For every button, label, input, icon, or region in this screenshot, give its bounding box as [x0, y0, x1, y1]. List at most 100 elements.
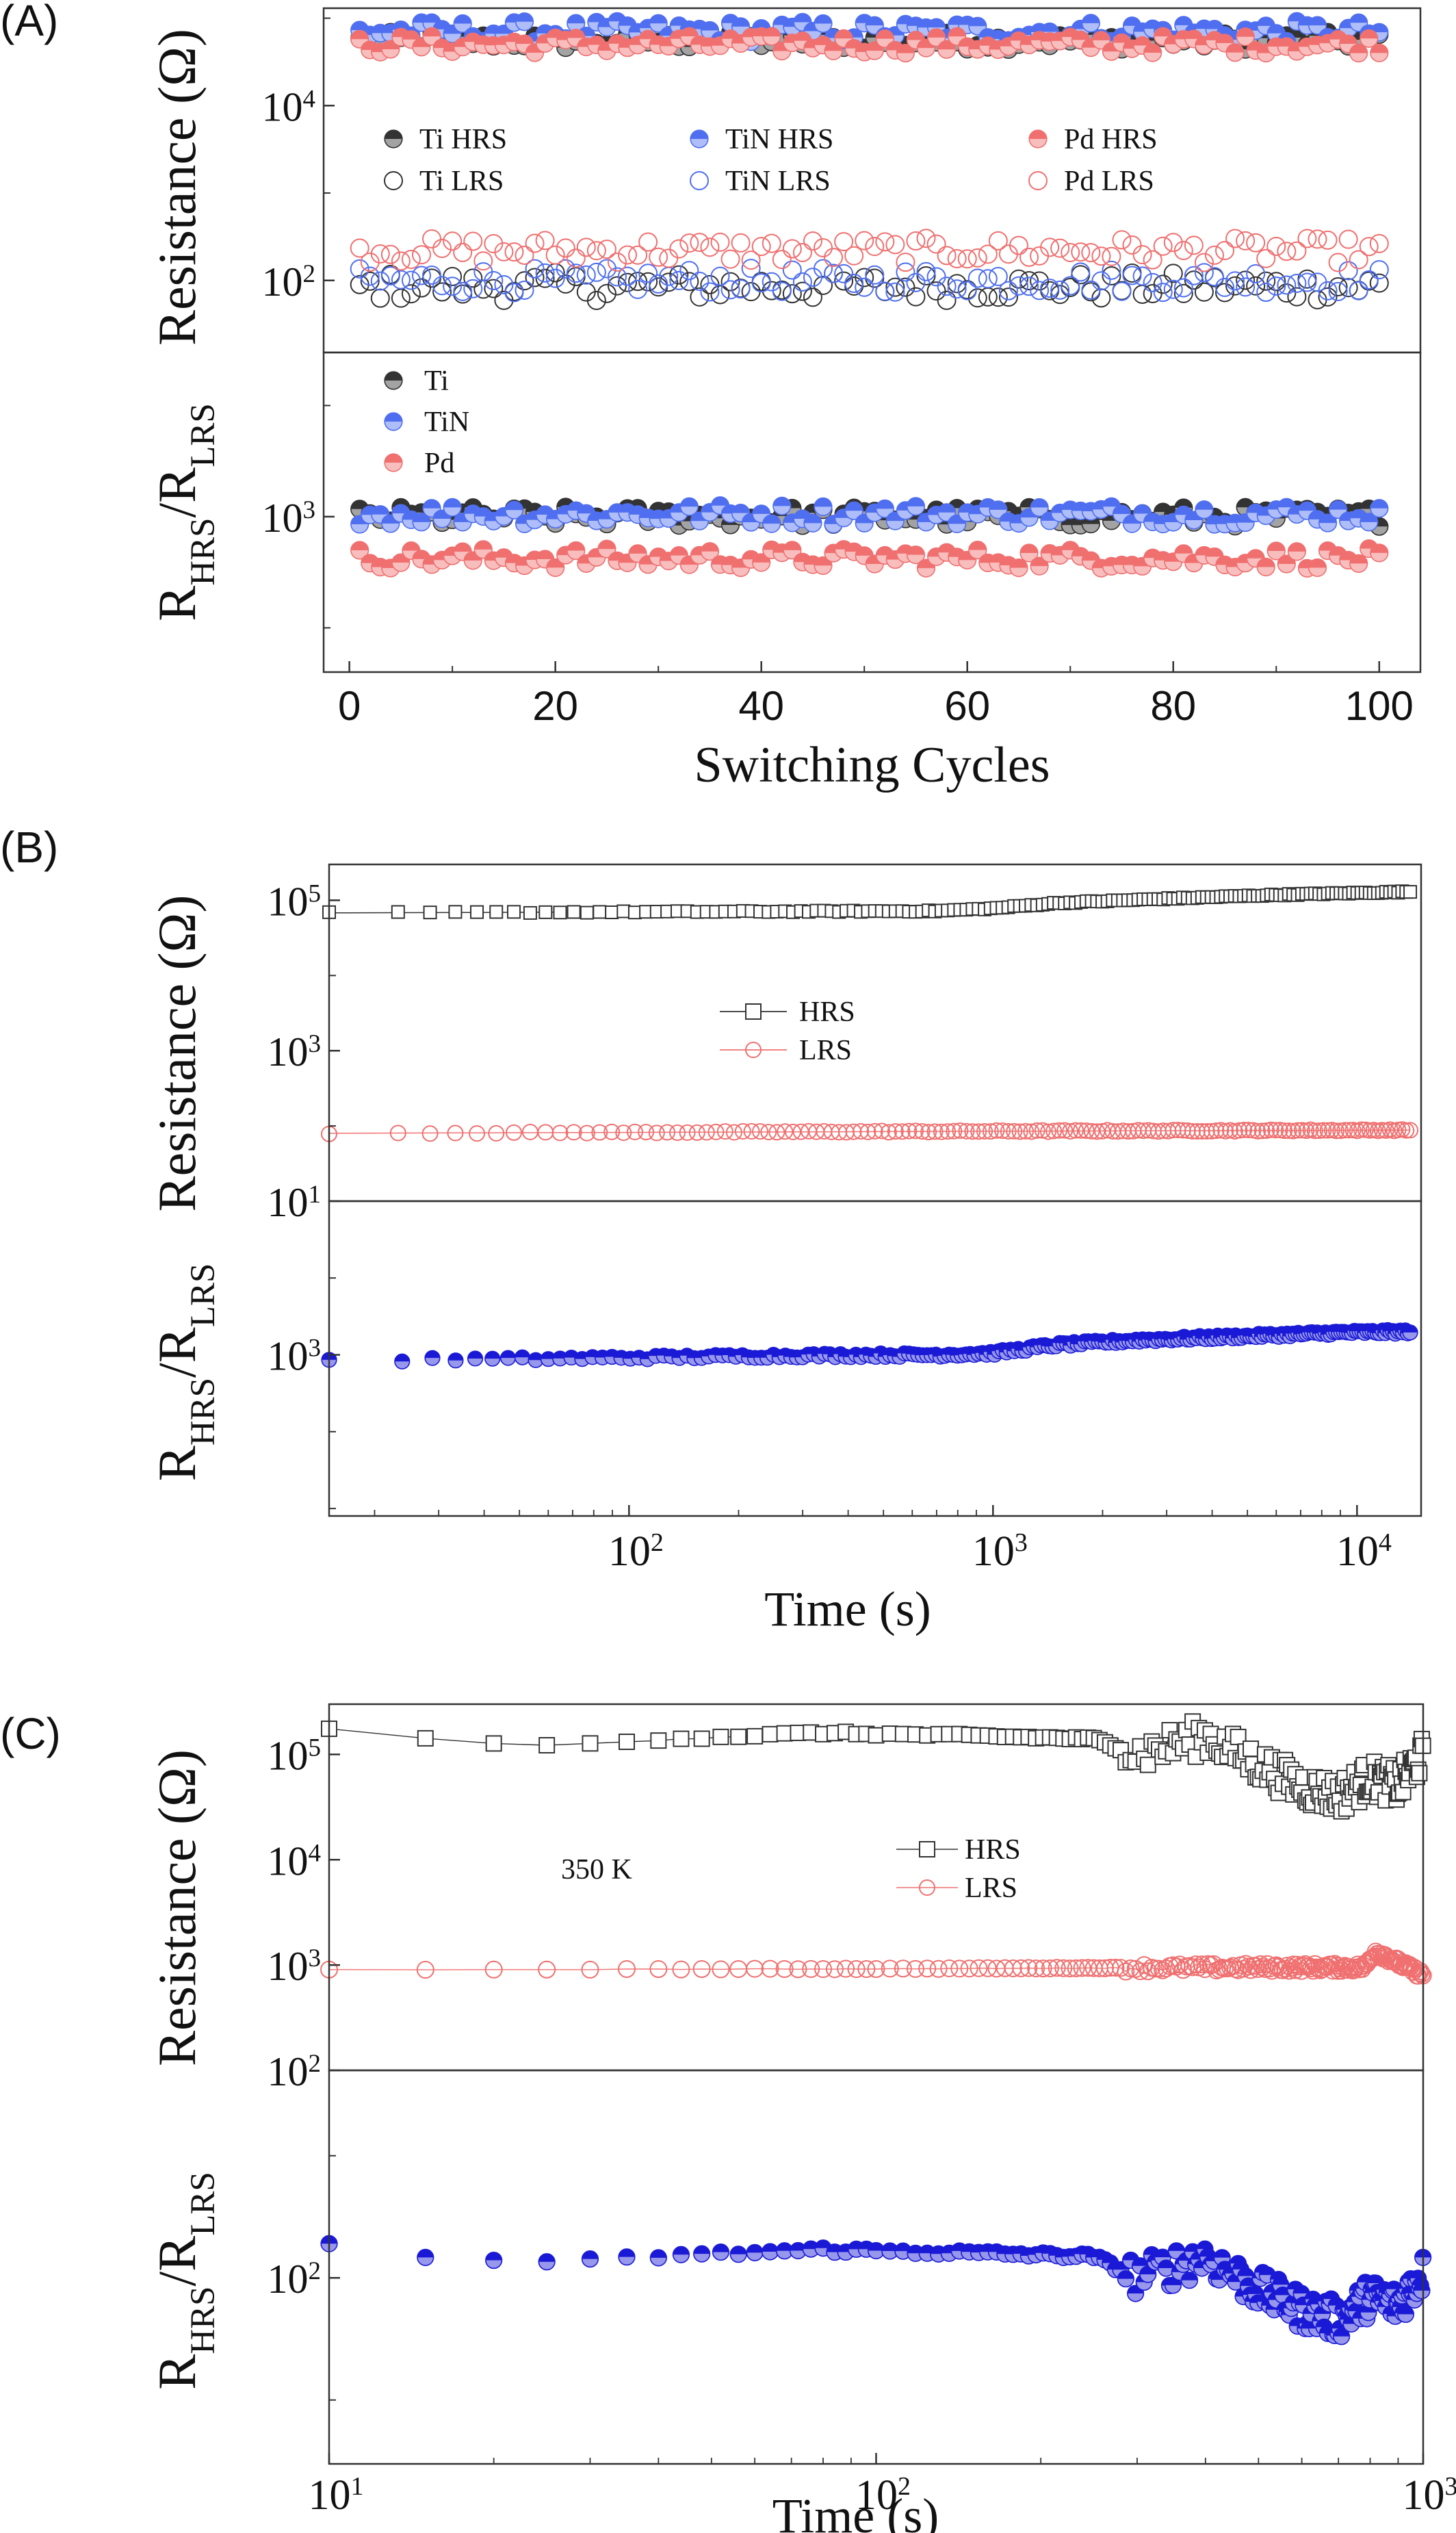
data-point-ti-lrs	[556, 274, 575, 294]
data-point-pd-hrs	[1143, 43, 1162, 62]
data-point-lrs	[1315, 1122, 1332, 1139]
data-point-lrs	[1034, 1959, 1052, 1978]
data-point-lrs	[853, 1123, 870, 1140]
data-point-hrs	[489, 905, 504, 919]
data-point-pd-lrs	[885, 235, 905, 255]
data-point-tin	[803, 513, 822, 532]
y-tick-label: 102	[268, 2256, 322, 2302]
data-point-pd-lrs	[1338, 229, 1358, 249]
data-point-tin-lrs	[1050, 280, 1070, 300]
data-point-pd-hrs	[824, 41, 843, 60]
data-point-tin-lrs	[814, 259, 833, 279]
data-point-tin-lrs	[618, 266, 638, 286]
data-point-ratio	[1396, 2305, 1415, 2324]
data-point-lrs	[761, 1959, 779, 1978]
data-point-ratio	[761, 2243, 779, 2261]
data-point-lrs	[734, 1123, 751, 1140]
data-point-pd-lrs	[556, 238, 575, 258]
data-point-tin-lrs	[731, 279, 751, 299]
data-point-lrs	[913, 1123, 931, 1140]
panel-a-bottom-legend: Ti TiN Pd	[384, 365, 469, 479]
data-point-tin-lrs	[360, 266, 380, 286]
data-point-ratio	[538, 2253, 556, 2271]
data-point-pd-hrs	[1370, 43, 1389, 62]
data-point-lrs	[857, 1959, 876, 1978]
data-point-tin	[412, 513, 431, 532]
data-point-ti-lrs	[1308, 290, 1327, 309]
data-point-pd-lrs	[700, 237, 720, 257]
y-tick-label: 101	[268, 1180, 322, 1225]
data-point-tin	[1030, 498, 1049, 517]
data-point-tin-lrs	[607, 267, 627, 287]
data-point-tin-lrs	[1266, 276, 1286, 296]
data-point-tin-lrs	[916, 261, 936, 281]
data-point-tin-lrs	[453, 281, 473, 301]
data-point-pd-lrs	[515, 245, 534, 265]
x-tick-label: 40	[738, 683, 784, 729]
y-tick-label: 103	[268, 1334, 322, 1379]
data-point-ti-lrs	[916, 266, 936, 285]
data-point-pd	[1308, 558, 1327, 578]
data-point-lrs	[1028, 1122, 1045, 1139]
data-point-pd-lrs	[792, 243, 812, 263]
data-point-ti	[1081, 515, 1100, 534]
legend-label: Ti	[424, 365, 449, 397]
data-point-pd	[679, 555, 699, 574]
data-point-pd-lrs	[937, 246, 957, 266]
data-point-lrs	[1242, 1961, 1260, 1979]
data-point-tin-lrs	[401, 270, 421, 290]
panel-b-ratio-points	[321, 1322, 1418, 1370]
data-point-pd	[1287, 542, 1306, 561]
data-point-hrs	[567, 905, 581, 919]
data-point-ratio	[1139, 2265, 1157, 2283]
data-point-ratio	[1402, 1324, 1418, 1341]
y-axis-label-resistance: Resistance (Ω)	[147, 29, 207, 346]
data-point-tin-hrs	[1308, 16, 1327, 35]
data-point-lrs	[970, 1959, 988, 1977]
data-point-ti-lrs	[1236, 270, 1256, 290]
data-point-lrs	[1357, 1955, 1376, 1973]
data-point-hrs	[523, 905, 537, 920]
panel-a-top-legend: Ti HRS Ti LRS TiN HRS TiN LRS Pd HRS Pd LRS	[384, 124, 1158, 197]
data-point-tin-lrs	[1318, 281, 1338, 300]
data-point-lrs	[1184, 1122, 1201, 1140]
legend-label: Ti LRS	[419, 166, 504, 197]
data-point-tin-lrs	[1009, 276, 1028, 296]
data-point-lrs	[1198, 1122, 1215, 1140]
data-point-ratio	[552, 1350, 569, 1367]
data-point-tin-lrs	[824, 263, 844, 283]
data-point-pd	[567, 541, 586, 561]
data-point-ratio	[867, 2241, 885, 2260]
data-point-pd-lrs	[988, 231, 1008, 250]
data-point-lrs	[1131, 1962, 1149, 1981]
data-point-ratio	[499, 1350, 517, 1366]
data-point-lrs	[1269, 1957, 1288, 1976]
data-point-tin-lrs	[1040, 279, 1060, 298]
data-point-lrs	[591, 1124, 608, 1141]
data-point-hrs	[538, 1737, 556, 1754]
data-point-tin-lrs	[1112, 281, 1132, 301]
panel-label: (A)	[0, 0, 58, 45]
data-point-ti-lrs	[1009, 269, 1028, 289]
data-point-lrs	[847, 1960, 866, 1979]
data-point-tin-lrs	[1030, 281, 1050, 300]
data-point-lrs	[1048, 1959, 1066, 1977]
panel-c-legend: HRS LRS	[896, 1834, 1021, 1904]
panel-b-legend: HRS LRS	[720, 997, 855, 1066]
y-tick-label: 103	[268, 1029, 322, 1075]
data-point-tin-lrs	[525, 259, 545, 279]
data-point-pd-lrs	[535, 231, 555, 250]
data-point-lrs	[760, 1124, 777, 1141]
data-point-tin-lrs	[998, 281, 1018, 300]
data-point-ti-lrs	[937, 290, 957, 310]
data-point-tin-lrs	[937, 277, 957, 296]
data-point-lrs	[581, 1960, 599, 1979]
data-point-pd-lrs	[545, 245, 565, 265]
data-point-pd-lrs	[1359, 237, 1379, 257]
data-point-tin-lrs	[967, 268, 987, 288]
data-point-pd-lrs	[1318, 230, 1338, 250]
data-point-tin-lrs	[700, 282, 720, 302]
data-point-ti-lrs	[1132, 285, 1152, 305]
data-point-ratio	[1117, 2270, 1134, 2288]
